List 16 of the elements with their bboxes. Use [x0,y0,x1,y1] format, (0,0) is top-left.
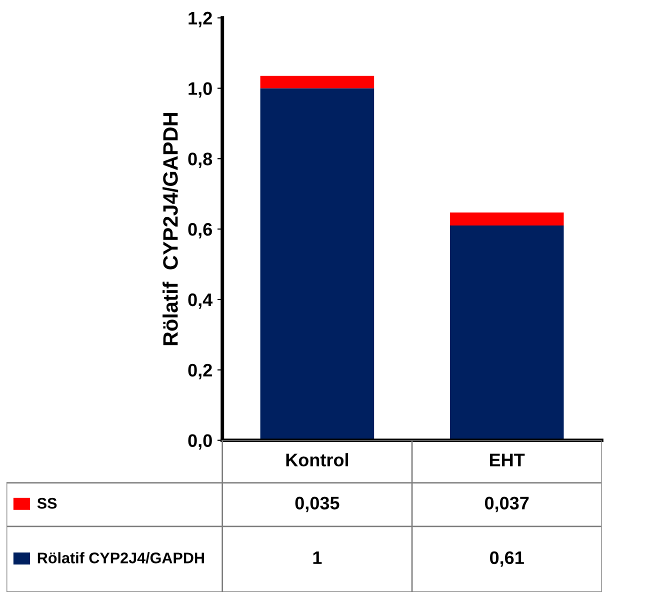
y-tick-label: 1,0 [188,82,212,98]
y-tick-label: 0,0 [188,434,212,450]
y-tick-label: 0,4 [188,293,213,309]
x-tick-label: EHT [490,454,525,466]
y-axis-title: Rölatif CYP2J4/GAPDH [162,112,178,346]
y-tick-label: 0,2 [188,364,212,380]
y-tick-label: 0,6 [188,223,212,238]
data-label: 0,035 [295,496,340,512]
y-tick-label: 1,2 [188,12,212,28]
data-label: 0,037 [484,496,529,512]
data-label: 1 [313,552,322,564]
y-tick-label: 0,8 [188,152,212,168]
legend-label: Rölatif CYP2J4/GAPDH [38,552,204,564]
data-label: 0,61 [490,551,524,567]
legend-label: SS [37,498,57,509]
x-tick-label: Kontrol [286,453,348,466]
